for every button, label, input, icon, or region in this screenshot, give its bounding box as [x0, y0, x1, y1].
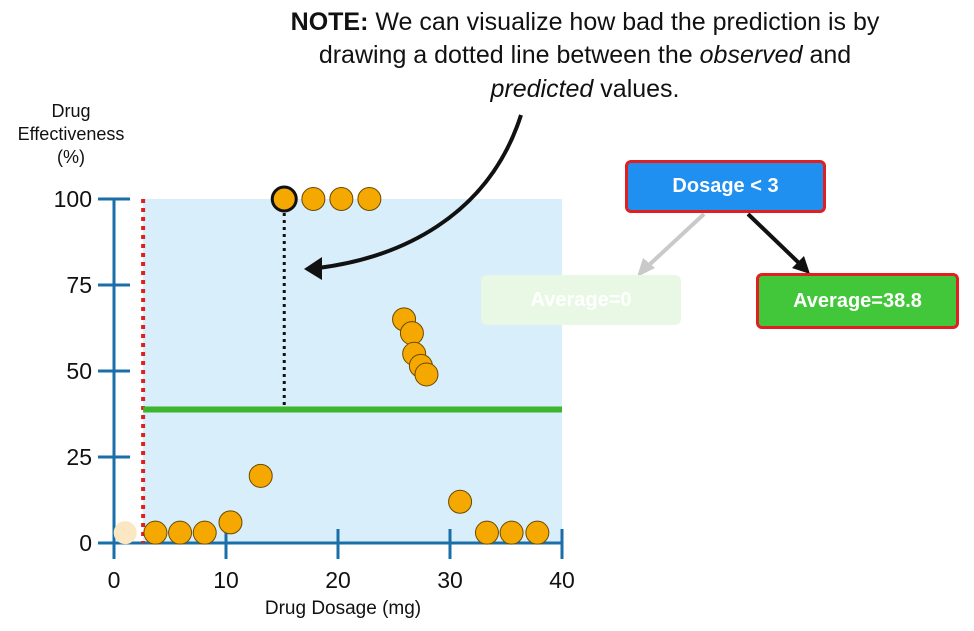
tree-root-node: Dosage < 3 [625, 160, 826, 213]
y-axis-title: Drug Effectiveness (%) [0, 100, 142, 169]
x-axis-title: Drug Dosage (mg) [264, 598, 422, 619]
note-text-1: We can visualize how bad the prediction … [318, 8, 880, 70]
x-tick-label-20: 20 [325, 567, 351, 593]
y-tick-label-100: 100 [54, 186, 92, 212]
x-tick-label-10: 10 [213, 567, 239, 593]
data-point [143, 520, 168, 545]
right-region-shade [143, 199, 562, 543]
data-point [399, 321, 424, 346]
data-point [218, 510, 243, 535]
observed-point-highlighted [270, 185, 298, 213]
note-arrow-curve [317, 114, 523, 270]
y-axis-title-line-2: Effectiveness [17, 124, 125, 145]
y-tick-label-50: 50 [66, 358, 92, 384]
y-axis-title-line-3: (%) [57, 147, 85, 168]
tree-edge-left [646, 212, 706, 268]
data-point [448, 489, 473, 514]
tree-left-leaf: Average=0 [481, 275, 681, 325]
tree-edge-right-arrowhead [792, 256, 810, 274]
tree-edge-left-arrowhead [637, 258, 655, 277]
y-tick-label-25: 25 [66, 444, 92, 470]
data-point [192, 520, 217, 545]
x-tick-label-30: 30 [437, 567, 463, 593]
y-axis-title-line-1: Drug [51, 101, 91, 121]
note-annotation: NOTE: We can visualize how bad the predi… [285, 6, 885, 106]
faded-data-point [113, 521, 137, 545]
tree-edge-right [746, 212, 802, 266]
note-bold: NOTE: [290, 8, 369, 36]
tree-right-leaf: Average=38.8 [756, 273, 959, 329]
data-point [248, 463, 273, 488]
note-italic-predicted: predicted [490, 74, 594, 103]
note-italic-observed: observed [699, 41, 803, 70]
note-arrowhead [304, 257, 322, 280]
data-point [525, 520, 550, 545]
note-text-3: values. [593, 74, 680, 103]
note-text-2: and [802, 41, 852, 70]
x-tick-label-40: 40 [549, 567, 575, 593]
data-point [414, 362, 439, 387]
data-point [168, 520, 193, 545]
data-point [301, 187, 326, 211]
data-point [329, 187, 354, 211]
x-tick-label-0: 0 [108, 567, 121, 593]
y-tick-label-0: 0 [79, 530, 92, 556]
y-tick-label-75: 75 [66, 272, 92, 298]
data-point [357, 187, 382, 211]
data-point [499, 520, 524, 545]
data-point [474, 520, 499, 545]
